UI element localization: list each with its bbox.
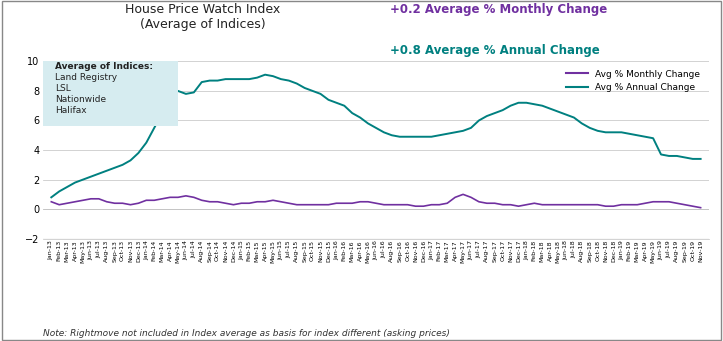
Text: Halifax: Halifax bbox=[55, 106, 87, 116]
Text: Average of Indices:: Average of Indices: bbox=[55, 62, 153, 71]
Text: LSL: LSL bbox=[55, 84, 71, 93]
Text: Nationwide: Nationwide bbox=[55, 95, 106, 104]
Text: +0.2 Average % Monthly Change: +0.2 Average % Monthly Change bbox=[390, 3, 607, 16]
Text: Note: Rightmove not included in Index average as basis for index different (aski: Note: Rightmove not included in Index av… bbox=[43, 329, 450, 338]
FancyBboxPatch shape bbox=[43, 58, 178, 127]
Text: House Price Watch Index
(Average of Indices): House Price Watch Index (Average of Indi… bbox=[125, 3, 280, 31]
Text: +0.8 Average % Annual Change: +0.8 Average % Annual Change bbox=[390, 44, 600, 57]
Text: Land Registry: Land Registry bbox=[55, 73, 117, 82]
Legend: Avg % Monthly Change, Avg % Annual Change: Avg % Monthly Change, Avg % Annual Chang… bbox=[562, 66, 704, 95]
